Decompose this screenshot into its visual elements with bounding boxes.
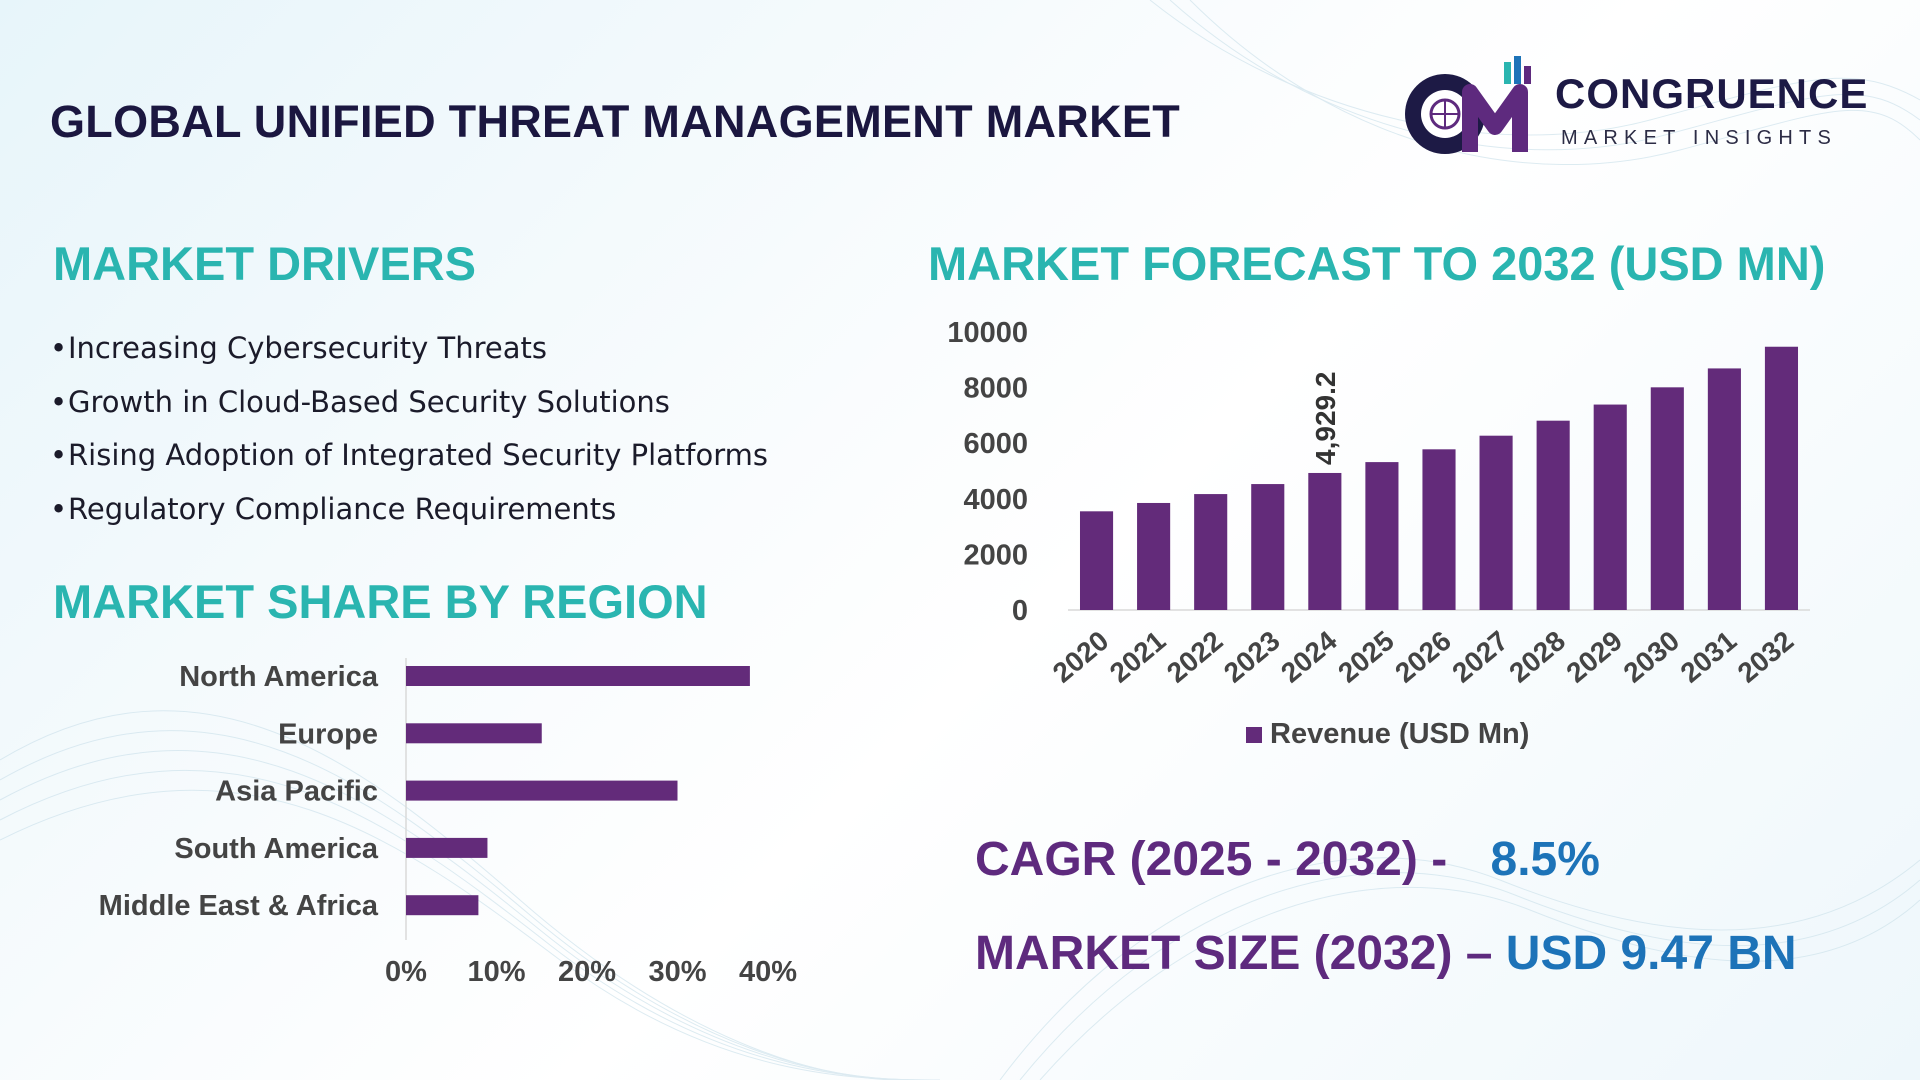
x-tick-label: 0% <box>385 956 427 988</box>
region-bar-4 <box>406 895 479 916</box>
x-tick-label: 2028 <box>1503 625 1571 689</box>
x-tick-label: 2031 <box>1675 625 1743 689</box>
market-size-label: MARKET SIZE (2032) – <box>975 927 1493 980</box>
x-tick-label: 10% <box>467 956 525 988</box>
forecast-bar-2025 <box>1365 462 1399 610</box>
forecast-bar-2031 <box>1707 368 1741 610</box>
x-tick-label: 2027 <box>1446 625 1514 689</box>
x-tick-label: 2021 <box>1104 625 1172 689</box>
x-tick-label: 2025 <box>1332 625 1400 689</box>
forecast-bar-2023 <box>1251 484 1285 610</box>
forecast-title: MARKET FORECAST TO 2032 (USD MN) <box>928 237 1826 290</box>
y-tick-label: 2000 <box>963 539 1028 571</box>
region-share-chart: North America Europe Asia Pacific South Ame… <box>99 658 797 988</box>
region-label: Europe <box>278 718 378 750</box>
page-title: GLOBAL UNIFIED THREAT MANAGEMENT MARKET <box>50 96 1180 147</box>
market-size-row: MARKET SIZE (2032) – USD 9.47 BN <box>975 926 1797 981</box>
region-bar-1 <box>406 723 542 744</box>
driver-item: •Rising Adoption of Integrated Security … <box>50 438 769 472</box>
forecast-bar-2026 <box>1422 449 1456 610</box>
x-tick-label: 2029 <box>1560 625 1628 689</box>
congruence-logo <box>1405 56 1531 154</box>
x-tick-label: 2024 <box>1275 625 1343 689</box>
legend-label: Revenue (USD Mn) <box>1270 718 1529 750</box>
forecast-bar-2022 <box>1194 494 1228 610</box>
region-bar-0 <box>406 666 750 686</box>
y-tick-label: 0 <box>1012 595 1028 627</box>
y-tick-label: 4000 <box>963 484 1028 516</box>
x-tick-label: 40% <box>739 956 797 988</box>
region-label: Asia Pacific <box>215 776 378 808</box>
cagr-label: CAGR (2025 - 2032) - <box>975 833 1448 886</box>
drivers-title: MARKET DRIVERS <box>53 237 477 290</box>
forecast-bar-2030 <box>1650 387 1684 610</box>
forecast-bar-2028 <box>1536 420 1570 610</box>
drivers-list: •Increasing Cybersecurity Threats •Growt… <box>50 322 910 536</box>
legend-swatch <box>1246 727 1262 743</box>
region-label: North America <box>179 661 379 693</box>
y-tick-label: 10000 <box>947 317 1028 349</box>
x-tick-label: 2020 <box>1047 625 1115 689</box>
forecast-bar-2029 <box>1593 404 1627 610</box>
forecast-bar-2021 <box>1137 502 1171 610</box>
cagr-row: CAGR (2025 - 2032) - 8.5% <box>975 832 1600 887</box>
data-label-2024: 4,929.2 <box>1310 372 1341 465</box>
region-bar-3 <box>406 837 488 858</box>
forecast-chart: 0200040006000800010000202020212022202320… <box>947 317 1810 750</box>
region-bar-2 <box>406 780 678 801</box>
logo-tagline: MARKET INSIGHTS <box>1561 127 1837 149</box>
x-tick-label: 2030 <box>1618 625 1686 689</box>
region-label: Middle East & Africa <box>99 890 379 922</box>
x-tick-label: 2026 <box>1389 625 1457 689</box>
cagr-value: 8.5% <box>1490 833 1600 886</box>
forecast-bar-2024 <box>1308 472 1342 610</box>
x-tick-label: 30% <box>648 956 706 988</box>
forecast-bar-2027 <box>1479 435 1513 610</box>
driver-item: •Growth in Cloud-Based Security Solution… <box>50 384 670 419</box>
regions-title: MARKET SHARE BY REGION <box>53 575 708 628</box>
forecast-bar-2020 <box>1079 511 1114 610</box>
forecast-bar-2032 <box>1764 346 1799 610</box>
market-size-value: USD 9.47 BN <box>1505 927 1797 980</box>
x-tick-label: 2022 <box>1161 625 1229 689</box>
y-tick-label: 8000 <box>963 373 1028 405</box>
x-tick-label: 2032 <box>1732 625 1800 689</box>
region-label: South America <box>174 833 378 865</box>
driver-item: •Regulatory Compliance Requirements <box>50 491 617 526</box>
x-tick-label: 20% <box>558 956 616 988</box>
driver-item: •Increasing Cybersecurity Threats <box>50 331 548 365</box>
logo-wordmark: CONGRUENCE <box>1555 70 1869 117</box>
y-tick-label: 6000 <box>963 428 1028 460</box>
x-tick-label: 2023 <box>1218 625 1286 689</box>
